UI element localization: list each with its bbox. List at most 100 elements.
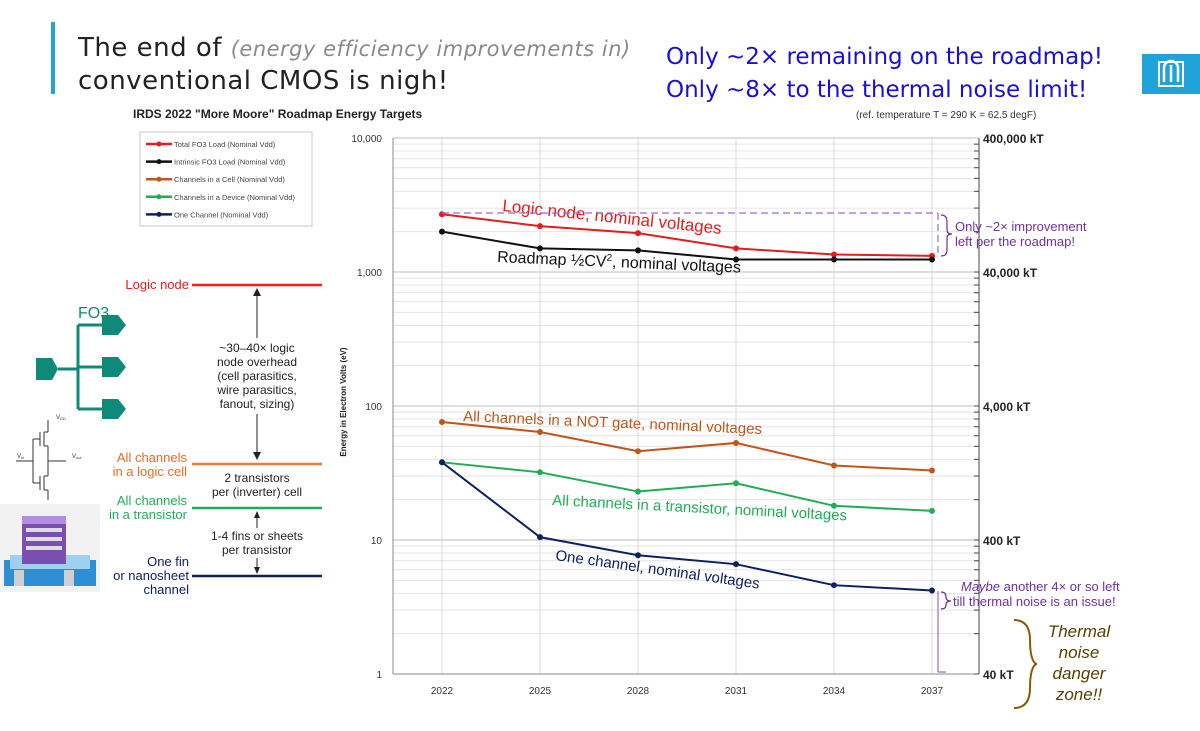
chart-title: IRDS 2022 "More Moore" Roadmap Energy Ta… bbox=[133, 107, 423, 121]
data-point bbox=[929, 256, 935, 263]
overhead-line-3: (cell parasitics, bbox=[217, 369, 296, 383]
title-paren-text: (energy efficiency improvements in) bbox=[230, 37, 631, 61]
data-point bbox=[635, 552, 641, 559]
series-line bbox=[441, 213, 933, 257]
data-point bbox=[929, 507, 935, 514]
data-point bbox=[537, 534, 543, 541]
vout-sub: out bbox=[76, 455, 82, 460]
overhead-arrow-up bbox=[253, 288, 261, 296]
improvement-annotations: Only ~2× improvement left per the roadma… bbox=[442, 212, 1120, 709]
series-line bbox=[441, 461, 933, 592]
chart-grid bbox=[393, 137, 979, 675]
x-tick-label: 2025 bbox=[529, 686, 552, 697]
x-tick-label: 2031 bbox=[725, 686, 748, 697]
fo3-label: FO3 bbox=[78, 305, 109, 322]
fins-arrow-up-head bbox=[254, 511, 260, 518]
x-tick-label: 2028 bbox=[627, 686, 650, 697]
logic-cell-label-2: in a logic cell bbox=[113, 464, 188, 479]
sandia-logo-icon bbox=[1142, 54, 1200, 94]
annotation-roadmap-sup: 2 bbox=[606, 253, 612, 264]
data-point bbox=[733, 561, 739, 568]
data-point bbox=[733, 256, 739, 263]
series-line bbox=[441, 230, 932, 261]
headline-roadmap: Only ~2× remaining on the roadmap! bbox=[666, 44, 1103, 70]
danger-line-2: noise bbox=[1059, 643, 1100, 662]
legend-label: Intrinsic FO3 Load (Nominal Vdd) bbox=[174, 158, 286, 167]
y-tick-label: 10 bbox=[371, 536, 383, 547]
series-line bbox=[441, 461, 933, 512]
danger-line-1: Thermal bbox=[1048, 622, 1112, 641]
data-point bbox=[831, 462, 837, 469]
data-point bbox=[537, 245, 543, 252]
x-tick-label: 2022 bbox=[431, 686, 454, 697]
title-accent-bar bbox=[51, 22, 55, 94]
right-axis-label: 400,000 kT bbox=[983, 132, 1044, 146]
transistor-label-2: in a transistor bbox=[109, 507, 188, 522]
y-tick-label: 10,000 bbox=[351, 134, 382, 145]
data-point bbox=[537, 223, 543, 230]
vdd-sub: DD bbox=[60, 416, 66, 421]
danger-line-4: zone!! bbox=[1055, 685, 1103, 704]
overhead-label-bg bbox=[204, 338, 310, 414]
legend-label: Channels in a Device (Nominal Vdd) bbox=[174, 193, 295, 202]
improvement-brace bbox=[940, 214, 953, 257]
logic-cell-label-1: All channels bbox=[117, 450, 188, 465]
data-point bbox=[439, 459, 445, 466]
vin-label: Vin bbox=[17, 454, 24, 460]
thermal-maybe: Maybe bbox=[961, 579, 1000, 594]
y-tick-label: 1,000 bbox=[357, 268, 382, 279]
chart-axes: 10,000 400,000 kT 1,000 40,000 kT 100 4,000 k… bbox=[351, 132, 1044, 697]
data-point bbox=[635, 247, 641, 254]
danger-zone-brace bbox=[1013, 619, 1038, 709]
thermal-brace bbox=[940, 591, 952, 610]
vdd-label: VDD bbox=[56, 415, 66, 421]
data-point bbox=[733, 480, 739, 487]
legend-swatch-dot bbox=[156, 141, 162, 147]
data-point bbox=[635, 488, 641, 495]
reference-temperature-note: (ref. temperature T = 290 K = 62.5 degF) bbox=[856, 110, 1037, 121]
legend-label: Channels in a Cell (Nominal Vdd) bbox=[174, 175, 285, 184]
right-axis-label: 400 kT bbox=[983, 534, 1021, 548]
data-point bbox=[537, 428, 543, 435]
fin-label-2: or nanosheet bbox=[113, 568, 189, 583]
vdd-v: V bbox=[56, 415, 60, 421]
overhead-line-4: wire parasitics, bbox=[216, 383, 296, 397]
legend-swatch-dot bbox=[156, 159, 162, 165]
y-tick-label: 100 bbox=[365, 402, 382, 413]
vin-sub: in bbox=[21, 455, 24, 460]
fin-label-1: One fin bbox=[147, 554, 189, 569]
headline-thermal: Only ~8× to the thermal noise limit! bbox=[666, 77, 1088, 103]
overhead-label: ~30–40× logic node overhead (cell parasi… bbox=[216, 341, 297, 411]
thermal-text-line1: Maybe another 4× or so left bbox=[961, 579, 1120, 594]
x-tick-label: 2037 bbox=[921, 686, 944, 697]
x-tick-label: 2034 bbox=[823, 686, 846, 697]
improvement-text-line1: Only ~2× improvement bbox=[955, 219, 1087, 234]
legend-label: One Channel (Nominal Vdd) bbox=[174, 210, 269, 219]
chart-series bbox=[439, 211, 935, 594]
overhead-arrow-down bbox=[253, 452, 261, 460]
vin-v: V bbox=[17, 454, 21, 460]
data-point bbox=[733, 439, 739, 446]
slide-title-line1: The end of (energy efficiency improvemen… bbox=[78, 33, 631, 63]
annotation-roadmap: Roadmap ½CV2, nominal voltages bbox=[497, 248, 741, 277]
data-point bbox=[831, 582, 837, 589]
slide-title-line2: conventional CMOS is nigh! bbox=[78, 66, 449, 96]
transistor-label-1: All channels bbox=[117, 493, 188, 508]
inverter-schematic-icon bbox=[16, 420, 66, 500]
legend-swatch-dot bbox=[156, 194, 162, 200]
overhead-line-1: ~30–40× logic bbox=[219, 341, 294, 355]
chart-legend: Total FO3 Load (Nominal Vdd) Intrinsic FO… bbox=[139, 131, 313, 227]
data-point bbox=[439, 418, 445, 425]
data-point bbox=[439, 211, 445, 218]
data-point bbox=[831, 256, 837, 263]
data-point bbox=[635, 230, 641, 237]
fins-line-2: per transistor bbox=[222, 543, 292, 557]
title-main-text: The end of bbox=[78, 33, 231, 63]
vout-label: Vout bbox=[72, 454, 82, 460]
legend-swatch-dot bbox=[156, 211, 162, 217]
data-point bbox=[831, 502, 837, 509]
thermal-text-line2: till thermal noise is an issue! bbox=[953, 594, 1116, 609]
data-point bbox=[733, 245, 739, 252]
overhead-line-5: fanout, sizing) bbox=[220, 397, 295, 411]
